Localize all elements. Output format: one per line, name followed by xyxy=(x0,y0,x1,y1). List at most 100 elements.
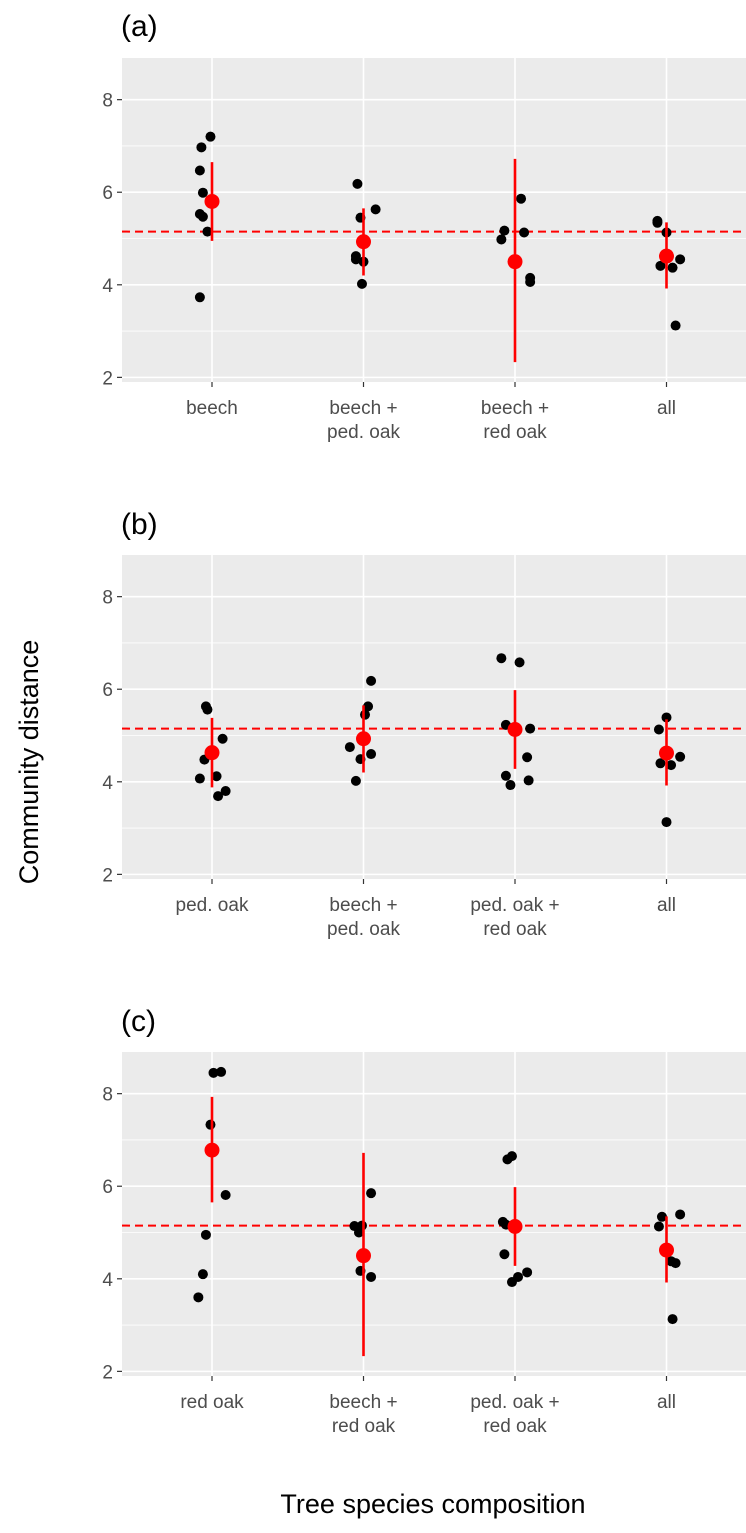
x-tick-label: red oak xyxy=(483,919,547,940)
data-point xyxy=(211,771,222,782)
x-tick-label: ped. oak + xyxy=(470,1392,559,1413)
x-tick-label: ped. oak + xyxy=(470,895,559,916)
data-point xyxy=(514,657,525,668)
y-tick-label: 6 xyxy=(102,680,113,701)
data-point xyxy=(194,773,205,784)
x-tick-label: all xyxy=(657,1392,676,1413)
panel-tag: (c) xyxy=(121,1005,156,1038)
data-point xyxy=(217,733,228,744)
x-tick-label: ped. oak xyxy=(327,422,400,443)
mean-point xyxy=(659,248,674,264)
x-tick-label: ped. oak xyxy=(327,919,400,940)
data-point xyxy=(655,260,666,271)
mean-point xyxy=(204,1142,220,1158)
mean-point xyxy=(356,234,371,250)
y-tick-label: 4 xyxy=(102,276,113,297)
x-tick-label: red oak xyxy=(332,1416,396,1437)
x-tick-label: beech + xyxy=(329,1392,397,1413)
y-tick-label: 4 xyxy=(102,1270,113,1291)
panel-2: 2 4 6 8 ped. oak beech + ped. oak ped. oak + red… xyxy=(102,508,746,940)
data-point xyxy=(356,1220,367,1231)
data-point xyxy=(370,204,381,215)
data-point xyxy=(675,254,686,265)
x-tick-label: all xyxy=(657,895,676,916)
y-tick-label: 2 xyxy=(102,368,113,389)
y-tick-label: 8 xyxy=(102,1085,113,1106)
data-point xyxy=(344,742,355,753)
data-point xyxy=(525,723,536,734)
data-point xyxy=(519,227,530,238)
mean-point xyxy=(356,1248,371,1264)
data-point xyxy=(652,217,663,228)
data-point xyxy=(496,234,507,245)
panel-tag: (a) xyxy=(121,10,158,43)
data-point xyxy=(363,701,374,712)
y-tick-label: 2 xyxy=(102,865,113,886)
x-tick-label: red oak xyxy=(483,1416,547,1437)
data-point xyxy=(500,770,511,781)
data-point xyxy=(667,1314,678,1325)
data-point xyxy=(208,1067,219,1078)
data-point xyxy=(197,1269,208,1280)
y-axis-title: Community distance xyxy=(14,640,44,885)
data-point xyxy=(356,278,367,289)
data-point xyxy=(366,675,377,686)
data-point xyxy=(197,187,208,198)
data-point xyxy=(522,752,533,763)
panel-1: 2 4 6 8 beech beech + ped. oak beech + red oak al… xyxy=(102,10,746,443)
panel-background xyxy=(122,555,746,879)
x-tick-label: beech + xyxy=(481,398,549,419)
data-point xyxy=(196,142,207,153)
data-point xyxy=(366,749,377,760)
mean-point xyxy=(507,721,523,737)
x-tick-label: all xyxy=(657,398,676,419)
data-point xyxy=(366,1188,377,1199)
data-point xyxy=(661,817,672,828)
panel-3: 2 4 6 8 red oak beech + red oak ped. oak + red o… xyxy=(102,1005,746,1437)
y-tick-label: 8 xyxy=(102,91,113,112)
data-point xyxy=(197,211,208,222)
data-point xyxy=(360,709,371,720)
y-tick-label: 6 xyxy=(102,1177,113,1198)
data-point xyxy=(499,225,510,236)
mean-point xyxy=(507,254,523,270)
data-point xyxy=(653,724,664,735)
data-point xyxy=(499,1249,510,1260)
data-point xyxy=(505,780,516,791)
y-tick-label: 6 xyxy=(102,183,113,204)
x-axis-title: Tree species composition xyxy=(280,1489,585,1519)
mean-point xyxy=(659,1242,674,1258)
data-point xyxy=(661,712,672,723)
data-point xyxy=(366,1271,377,1282)
y-tick-label: 8 xyxy=(102,588,113,609)
data-point xyxy=(350,251,361,262)
x-tick-label: ped. oak xyxy=(176,895,249,916)
mean-point xyxy=(507,1218,523,1234)
data-point xyxy=(525,277,536,288)
mean-point xyxy=(659,745,674,761)
data-point xyxy=(216,1066,227,1077)
y-tick-label: 2 xyxy=(102,1362,113,1383)
data-point xyxy=(513,1271,524,1282)
x-tick-label: beech xyxy=(186,398,238,419)
data-point xyxy=(205,131,216,142)
panels-group: 2 4 6 8 beech beech + ped. oak beech + red oak al… xyxy=(102,10,746,1437)
data-point xyxy=(193,1292,204,1303)
data-point xyxy=(523,775,534,786)
data-point xyxy=(205,1119,216,1130)
data-point xyxy=(670,1258,681,1269)
data-point xyxy=(655,758,666,769)
panel-background xyxy=(122,1052,746,1376)
panel-background xyxy=(122,58,746,382)
data-point xyxy=(667,262,678,273)
data-point xyxy=(202,704,213,715)
data-point xyxy=(522,1267,533,1278)
data-point xyxy=(675,1209,686,1220)
data-point xyxy=(213,791,224,802)
data-point xyxy=(202,226,213,237)
x-tick-label: red oak xyxy=(180,1392,244,1413)
data-point xyxy=(656,1211,667,1222)
mean-point xyxy=(356,731,371,747)
x-tick-label: beech + xyxy=(329,895,397,916)
